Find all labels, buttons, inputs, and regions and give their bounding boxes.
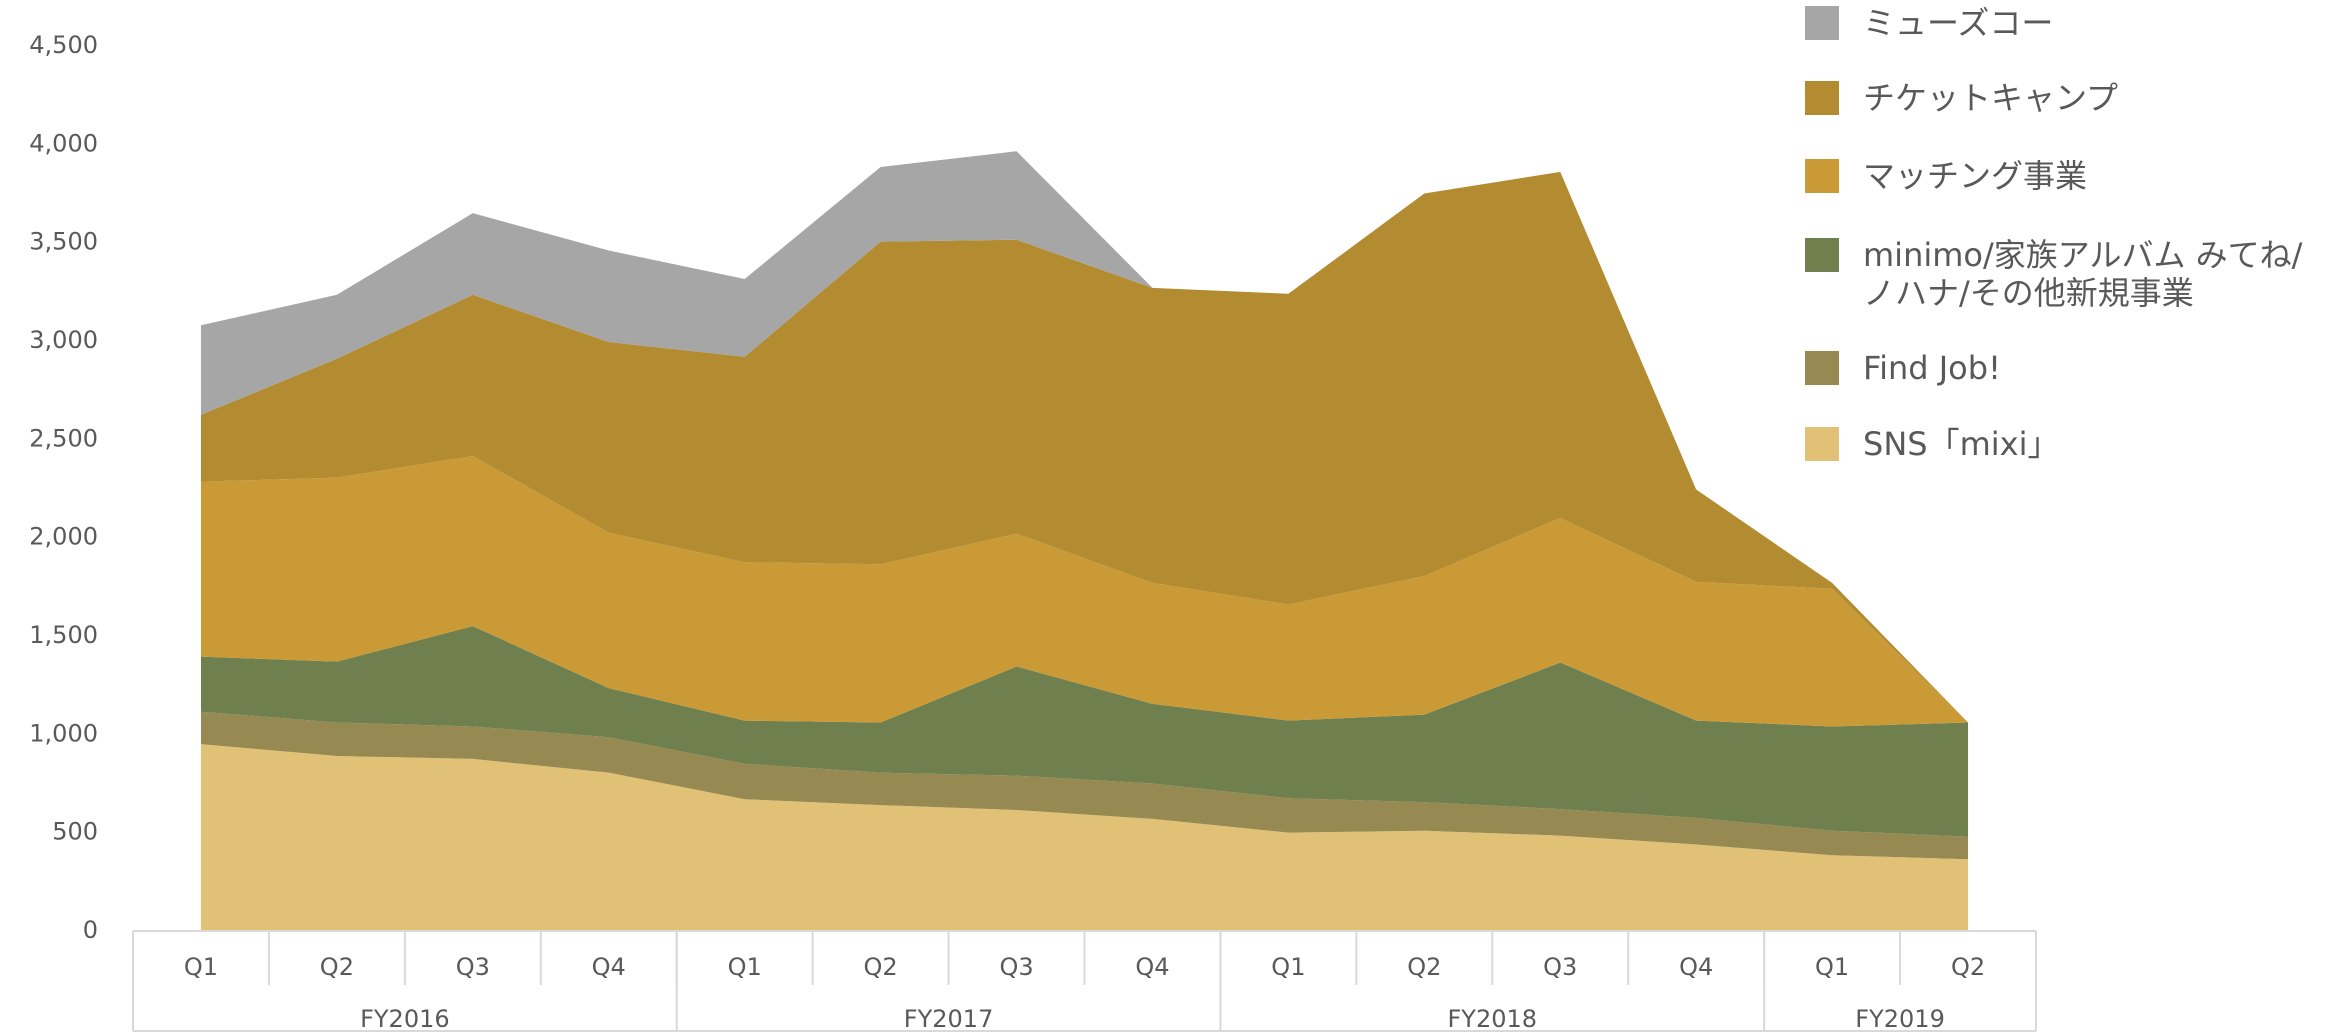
legend-swatch <box>1805 351 1839 385</box>
x-tick-label: Q2 <box>864 953 898 981</box>
y-tick-label: 2,000 <box>29 523 98 551</box>
group-label: FY2017 <box>904 1005 994 1032</box>
legend-label: チケットキャンプ <box>1863 79 2119 117</box>
x-tick-label: Q1 <box>1271 953 1305 981</box>
y-tick-label: 3,500 <box>29 228 98 256</box>
legend-swatch <box>1805 427 1839 461</box>
x-tick-label: Q3 <box>999 953 1033 981</box>
area <box>200 744 1969 931</box>
y-tick-label: 4,000 <box>29 129 98 157</box>
legend-item: SNS「mixi」 <box>1805 425 2323 463</box>
x-tick-label: Q1 <box>1815 953 1849 981</box>
x-tick-label: Q2 <box>1951 953 1985 981</box>
y-tick-label: 500 <box>52 818 98 846</box>
area <box>200 456 1969 727</box>
area <box>200 171 1969 723</box>
legend-item: Find Job! <box>1805 349 2323 387</box>
x-tick-label: Q3 <box>456 953 490 981</box>
legend-label: ミューズコー <box>1863 4 2054 42</box>
legend-item: minimo/家族アルバム みてね/ノハナ/その他新規事業 <box>1805 236 2323 312</box>
legend-label: マッチング事業 <box>1863 157 2088 195</box>
x-tick-label: Q2 <box>1407 953 1441 981</box>
x-tick-label: Q2 <box>320 953 354 981</box>
y-tick-label: 3,000 <box>29 326 98 354</box>
x-tick-label: Q3 <box>1543 953 1577 981</box>
x-tick-label: Q4 <box>1679 953 1713 981</box>
y-tick-label: 0 <box>83 916 98 944</box>
y-tick-label: 4,500 <box>29 31 98 59</box>
area <box>200 151 1969 723</box>
legend-swatch <box>1805 81 1839 115</box>
legend-label: SNS「mixi」 <box>1863 425 2060 463</box>
area <box>200 711 1969 860</box>
legend-label: minimo/家族アルバム みてね/ノハナ/その他新規事業 <box>1863 236 2303 312</box>
legend-item: チケットキャンプ <box>1805 79 2323 117</box>
legend-swatch <box>1805 238 1839 272</box>
legend-swatch <box>1805 159 1839 193</box>
y-tick-label: 1,000 <box>29 719 98 747</box>
y-tick-label: 2,500 <box>29 424 98 452</box>
area <box>200 626 1969 837</box>
x-tick-label: Q1 <box>184 953 218 981</box>
x-tick-label: Q4 <box>592 953 626 981</box>
group-label: FY2018 <box>1448 1005 1538 1032</box>
group-label: FY2019 <box>1855 1005 1945 1032</box>
x-tick-label: Q1 <box>728 953 762 981</box>
y-tick-label: 1,500 <box>29 621 98 649</box>
group-label: FY2016 <box>360 1005 450 1032</box>
legend-item: ミューズコー <box>1805 4 2323 42</box>
legend-swatch <box>1805 6 1839 40</box>
x-tick-label: Q4 <box>1135 953 1169 981</box>
legend-label: Find Job! <box>1863 349 2001 387</box>
legend-item: マッチング事業 <box>1805 157 2323 195</box>
